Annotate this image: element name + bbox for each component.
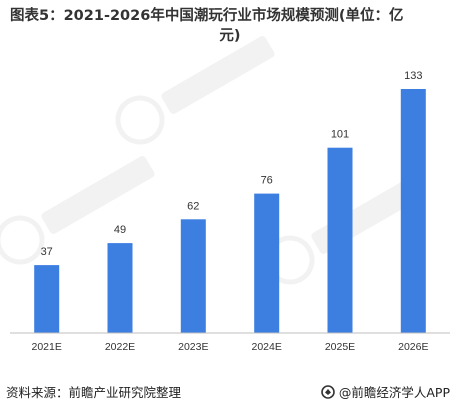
x-tick-label-2023E: 2023E [178,341,208,353]
bar-2026E [400,89,426,333]
watermark-2 [0,156,155,265]
value-labels-layer: 37 49 62 76 101 133 [41,70,423,258]
x-tick-label-2022E: 2022E [105,341,135,353]
qianzhan-logo-icon [321,384,335,399]
data-label-2026E: 133 [404,70,422,82]
chart-title-line2: 元) [219,28,241,44]
bar-2023E [180,219,206,333]
bar-2024E [254,193,280,333]
bar-2021E [34,265,60,333]
bar-2022E [107,243,133,333]
chart-title-line1: 图表5：2021-2026年中国潮玩行业市场规模预测(单位：亿 [10,8,404,24]
brand-credit: @前瞻经济学人APP [321,382,450,401]
bars-layer [34,89,426,333]
data-label-2024E: 76 [261,175,273,187]
category-labels-layer: 2021E 2022E 2023E 2024E 2025E 2026E [32,341,429,353]
bar-2025E [327,147,353,333]
data-label-2022E: 49 [114,224,126,236]
chart-title: 图表5：2021-2026年中国潮玩行业市场规模预测(单位：亿 元) [6,6,454,46]
brand-label: @前瞻经济学人APP [338,385,450,400]
x-tick-label-2024E: 2024E [252,341,282,353]
x-tick-label-2021E: 2021E [32,341,62,353]
watermark-1 [115,36,275,145]
x-tick-label-2026E: 2026E [398,341,428,353]
data-label-2025E: 101 [331,129,349,141]
footer: 资料来源：前瞻产业研究院整理 @前瞻经济学人APP [0,378,460,402]
source-note: 资料来源：前瞻产业研究院整理 [6,385,182,400]
data-label-2023E: 62 [187,200,199,212]
watermark-group [0,36,425,285]
x-tick-label-2025E: 2025E [325,341,355,353]
data-label-2021E: 37 [41,246,53,258]
